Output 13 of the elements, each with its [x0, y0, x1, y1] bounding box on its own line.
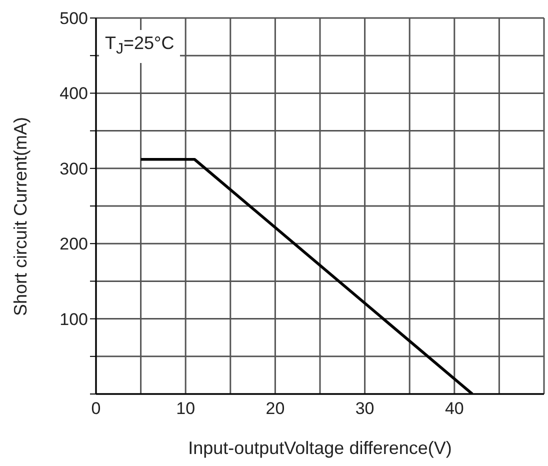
x-tick-label: 0 [91, 399, 101, 418]
y-tick-label: 200 [60, 234, 88, 254]
y-tick-label: 300 [60, 159, 88, 178]
y-tick-label: 500 [60, 9, 88, 28]
annotation-note: T$_{J}$=25°C [99, 30, 180, 63]
x-tick-label: 40 [444, 399, 464, 418]
x-tick-label: 20 [266, 399, 285, 418]
x-tick-label: 10 [176, 399, 196, 418]
y-tick-label: 400 [60, 84, 88, 104]
y-tick-label: 100 [60, 310, 88, 329]
y-axis-title: Short circuit Current(mA) [10, 116, 30, 316]
x-tick-label: 30 [355, 399, 374, 418]
x-axis-title: Input-outputVoltage difference(V) [188, 438, 452, 458]
